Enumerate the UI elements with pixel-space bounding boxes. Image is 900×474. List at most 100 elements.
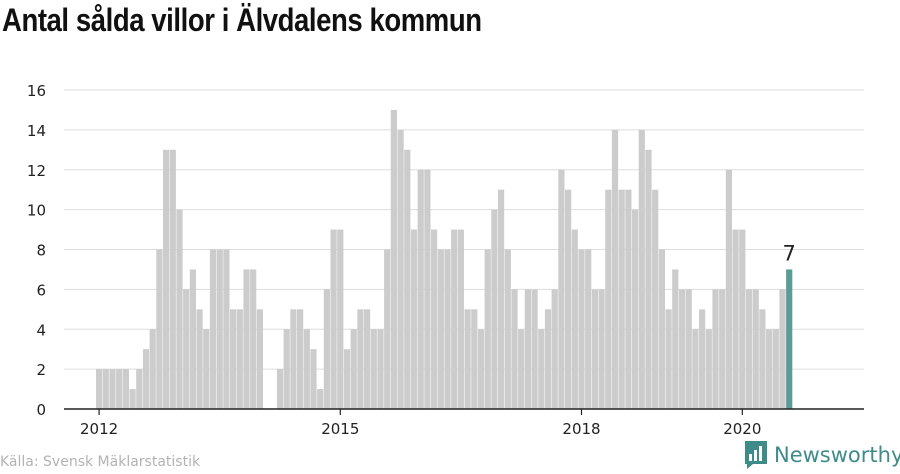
- bar: [370, 329, 377, 409]
- bar: [484, 249, 491, 409]
- bar: [766, 329, 773, 409]
- bar: [129, 389, 136, 409]
- bar: [457, 229, 464, 409]
- bar: [558, 169, 565, 409]
- bar: [350, 329, 357, 409]
- bar: [658, 249, 665, 409]
- bar: [203, 329, 210, 409]
- bar: [196, 309, 203, 409]
- bar: [250, 269, 257, 409]
- bar: [638, 129, 645, 409]
- bar: [437, 249, 444, 409]
- y-tick-label: 0: [36, 401, 46, 419]
- y-axis: 0 2 4 6 8 10 12 14 16: [27, 82, 46, 419]
- bar: [739, 229, 746, 409]
- bar: [544, 309, 552, 409]
- bar: [109, 369, 116, 409]
- bar: [290, 309, 297, 409]
- bar: [618, 189, 625, 409]
- bar: [464, 309, 471, 409]
- bar: [719, 289, 726, 409]
- data-labels: 7: [783, 241, 796, 265]
- bar: [230, 309, 237, 409]
- x-axis: 2012 2015 2018 2020: [64, 408, 864, 438]
- y-tick-label: 4: [36, 321, 46, 339]
- bar: [652, 189, 659, 409]
- bar: [745, 289, 753, 409]
- bar: [142, 349, 150, 409]
- x-tick-label: 2015: [321, 420, 359, 438]
- y-tick-label: 8: [36, 242, 46, 260]
- bar: [136, 369, 143, 409]
- x-tick-label: 2018: [562, 420, 600, 438]
- y-tick-label: 14: [27, 122, 46, 140]
- bar: [243, 269, 250, 409]
- x-tick-label: 2012: [80, 420, 118, 438]
- bar: [317, 389, 324, 409]
- bar: [498, 189, 505, 409]
- bar: [444, 249, 451, 409]
- bar: [625, 189, 632, 409]
- bar: [725, 169, 732, 409]
- bar: [645, 149, 652, 409]
- bar: [531, 289, 538, 409]
- bar: [605, 189, 612, 409]
- bar: [96, 369, 103, 409]
- bar: [189, 269, 196, 409]
- bar: [678, 289, 686, 409]
- bar: [732, 229, 739, 409]
- bar: [759, 309, 766, 409]
- bar: [611, 129, 619, 409]
- bar: [156, 249, 163, 409]
- bars: [96, 109, 793, 409]
- bar: [752, 289, 759, 409]
- bar: [424, 169, 431, 409]
- bar: [524, 289, 531, 409]
- bar: [256, 309, 263, 409]
- bar: [591, 289, 598, 409]
- bar: [672, 269, 679, 409]
- bar: [598, 289, 605, 409]
- bar: [216, 249, 223, 409]
- bar: [223, 249, 230, 409]
- bar: [538, 329, 545, 409]
- newsworthy-logo-icon: [745, 441, 767, 469]
- bar: [518, 329, 525, 409]
- bar: [712, 289, 719, 409]
- bar: [183, 289, 190, 409]
- bar: [585, 249, 592, 409]
- bar: [417, 169, 424, 409]
- brand-logo[interactable]: Newsworthy: [744, 440, 900, 470]
- bar: [397, 129, 404, 409]
- bar: [330, 229, 337, 409]
- bar: [477, 329, 485, 409]
- bar: [176, 209, 183, 409]
- brand-name: Newsworthy: [774, 443, 900, 467]
- y-tick-label: 12: [27, 162, 46, 180]
- bar: [705, 329, 712, 409]
- y-tick-label: 16: [27, 82, 46, 100]
- bar: [116, 369, 123, 409]
- bar: [665, 309, 672, 409]
- bar: [364, 309, 371, 409]
- highlight-value-label: 7: [783, 241, 796, 265]
- bar: [632, 209, 639, 409]
- bar: [779, 289, 786, 409]
- bar: [551, 289, 558, 409]
- source-note: Källa: Svensk Mäklarstatistik: [0, 454, 201, 470]
- y-tick-label: 2: [36, 361, 46, 379]
- bar: [169, 149, 176, 409]
- highlight-bar: [786, 269, 793, 409]
- bar: [283, 329, 290, 409]
- bar: [276, 369, 284, 409]
- bar: [343, 349, 351, 409]
- bar: [511, 289, 518, 409]
- x-tick-label: 2020: [723, 420, 761, 438]
- bar: [565, 189, 572, 409]
- bar: [491, 209, 498, 409]
- bar: [209, 249, 217, 409]
- bar: [303, 329, 310, 409]
- bar: [410, 229, 418, 409]
- bar: [772, 329, 779, 409]
